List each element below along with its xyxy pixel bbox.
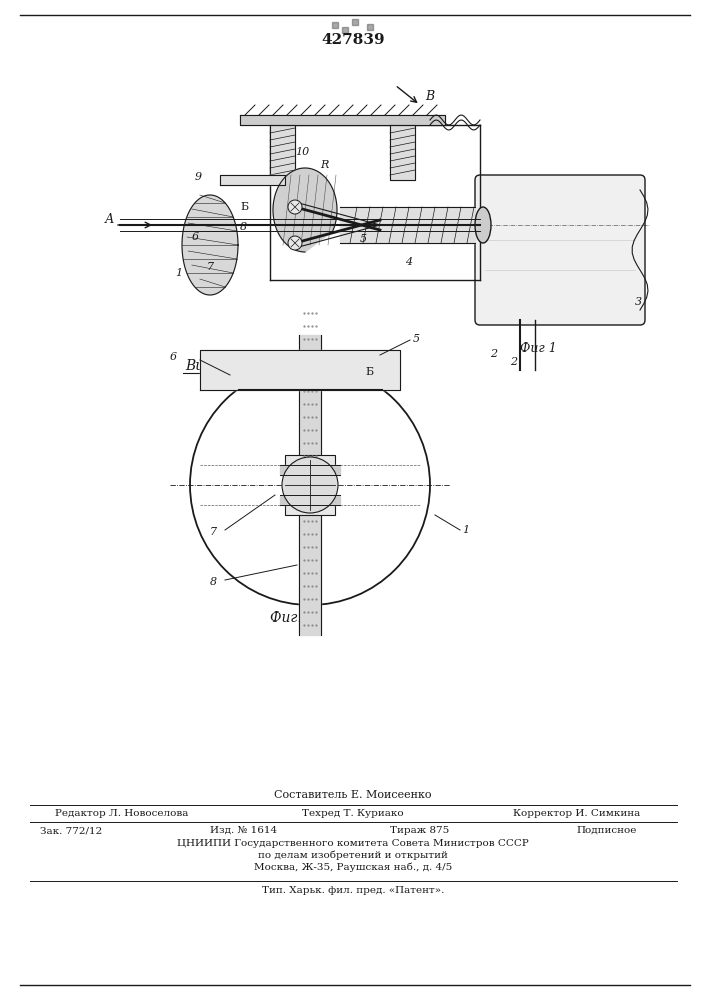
Text: Тираж 875: Тираж 875 [390, 826, 449, 835]
Text: Фиг. 2: Фиг. 2 [270, 611, 315, 625]
Text: Фиг 1: Фиг 1 [520, 342, 556, 355]
Text: 2: 2 [510, 357, 517, 367]
Text: по делам изобретений и открытий: по делам изобретений и открытий [258, 850, 448, 860]
Polygon shape [270, 125, 295, 180]
Text: 1: 1 [175, 268, 182, 278]
Text: В: В [425, 90, 434, 103]
Circle shape [288, 236, 302, 250]
Polygon shape [280, 495, 340, 505]
Polygon shape [280, 465, 340, 475]
Text: 2: 2 [490, 349, 497, 359]
Text: Редактор Л. Новоселова: Редактор Л. Новоселова [55, 809, 188, 818]
Text: Изд. № 1614: Изд. № 1614 [210, 826, 277, 835]
Text: Б: Б [240, 202, 248, 212]
Polygon shape [390, 125, 415, 180]
Ellipse shape [475, 207, 491, 243]
Text: А: А [105, 213, 115, 226]
Text: 8: 8 [210, 577, 217, 587]
Text: Зак. 772/12: Зак. 772/12 [40, 826, 103, 835]
Circle shape [282, 457, 338, 513]
Text: 6: 6 [192, 232, 199, 242]
Text: 3: 3 [635, 297, 642, 307]
Polygon shape [220, 175, 285, 185]
Text: Составитель Е. Моисеенко: Составитель Е. Моисеенко [274, 790, 432, 800]
Circle shape [288, 200, 302, 214]
Polygon shape [182, 195, 238, 295]
Polygon shape [299, 335, 321, 635]
Text: 7: 7 [210, 527, 217, 537]
Text: Техред Т. Куриако: Техред Т. Куриако [302, 809, 404, 818]
Text: Вид А: Вид А [185, 359, 228, 373]
Bar [285, 455, 335, 515]
Text: R: R [320, 160, 328, 170]
Polygon shape [200, 350, 400, 390]
Text: 9: 9 [195, 172, 202, 182]
Text: Тип. Харьк. фил. пред. «Патент».: Тип. Харьк. фил. пред. «Патент». [262, 886, 444, 895]
Text: 6: 6 [170, 352, 177, 362]
Text: 8: 8 [240, 222, 247, 232]
Text: Б: Б [365, 367, 373, 377]
Text: 427839: 427839 [321, 33, 385, 47]
Text: 10: 10 [295, 147, 309, 157]
Polygon shape [340, 207, 475, 243]
Text: 5: 5 [413, 334, 420, 344]
Text: 5: 5 [360, 234, 367, 244]
Polygon shape [240, 115, 445, 125]
Text: Москва, Ж-35, Раушская наб., д. 4/5: Москва, Ж-35, Раушская наб., д. 4/5 [254, 862, 452, 872]
FancyBboxPatch shape [475, 175, 645, 325]
Text: 7: 7 [207, 262, 214, 272]
Text: ЦНИИПИ Государственного комитета Совета Министров СССР: ЦНИИПИ Государственного комитета Совета … [177, 839, 529, 848]
Text: 4: 4 [405, 257, 412, 267]
Text: 1: 1 [462, 525, 469, 535]
Polygon shape [273, 168, 337, 252]
Text: Корректор И. Симкина: Корректор И. Симкина [513, 809, 640, 818]
Text: Подписное: Подписное [577, 826, 637, 835]
